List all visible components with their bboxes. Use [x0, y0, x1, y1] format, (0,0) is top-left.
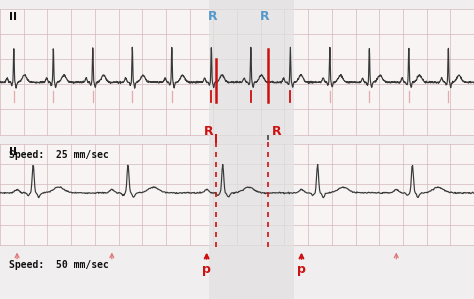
Text: R: R [208, 10, 217, 23]
Text: II: II [9, 147, 18, 156]
Text: R: R [204, 125, 214, 138]
Bar [209, 0, 294, 299]
Text: p: p [297, 263, 306, 276]
Bar [0, 9, 474, 135]
Text: Speed:  50 mm/sec: Speed: 50 mm/sec [9, 260, 109, 270]
Text: II: II [9, 12, 18, 22]
Text: p: p [202, 263, 211, 276]
Text: Speed:  25 mm/sec: Speed: 25 mm/sec [9, 150, 109, 159]
Text: R: R [260, 10, 269, 23]
Bar [0, 144, 474, 245]
Text: R: R [272, 125, 282, 138]
